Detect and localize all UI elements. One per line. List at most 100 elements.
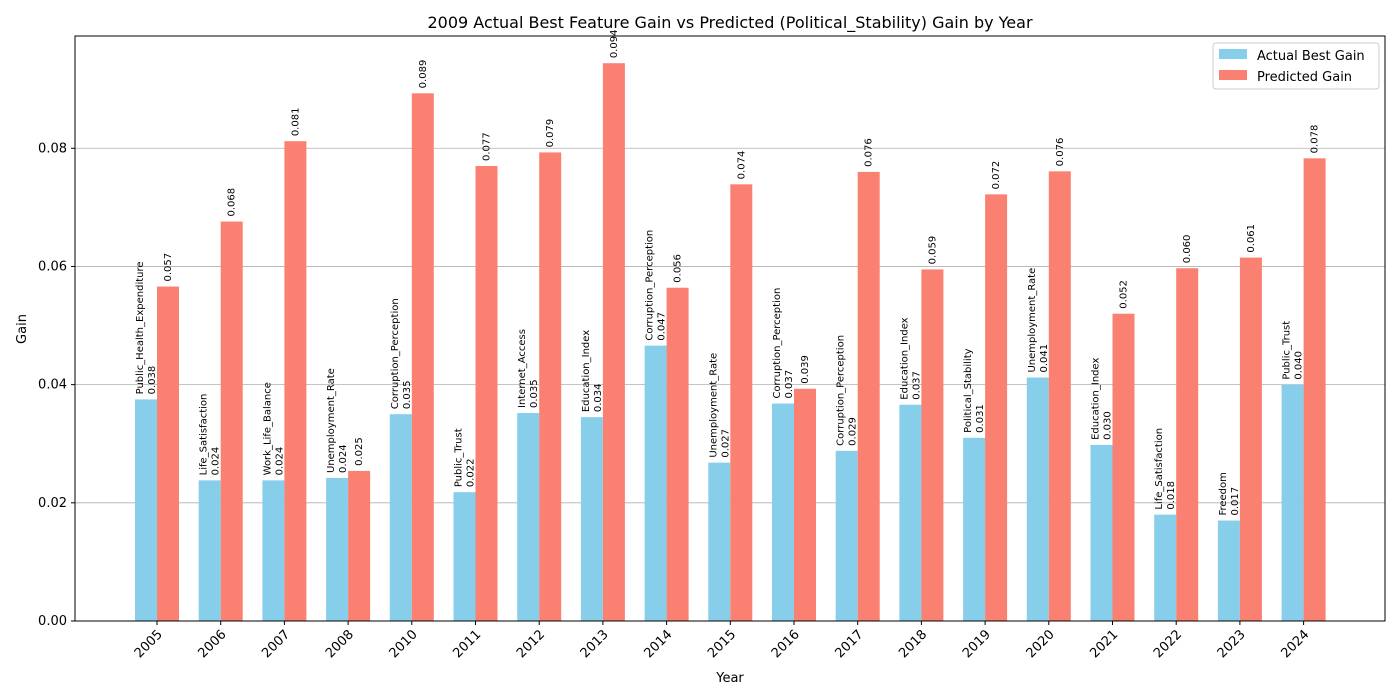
- bar-value-label-predicted: 0.056: [673, 254, 684, 283]
- bar-feature-label: Corruption_Perception: [772, 288, 783, 399]
- bar-predicted-gain: [348, 470, 371, 621]
- bar-predicted-gain: [921, 269, 944, 621]
- y-axis-label: Gain: [15, 314, 30, 344]
- legend-swatch-predicted: [1219, 70, 1247, 80]
- bar-value-label-actual: 0.031: [975, 404, 986, 433]
- bar-value-label-actual: 0.018: [1166, 481, 1177, 510]
- bar-actual-best-gain: [453, 492, 476, 621]
- x-tick-label: 2020: [1024, 627, 1058, 661]
- bar-value-label-actual: 0.034: [593, 383, 604, 412]
- bar-value-label-actual: 0.017: [1230, 487, 1241, 516]
- legend-box: [1212, 42, 1380, 90]
- bar-predicted-gain: [666, 287, 689, 621]
- bar-feature-label: Corruption_Perception: [390, 298, 401, 409]
- x-tick-label: 2023: [1215, 627, 1249, 661]
- bar-value-label-actual: 0.024: [274, 447, 285, 476]
- legend: Actual Best Gain Predicted Gain: [1212, 42, 1380, 90]
- bar-feature-label: Education_Index: [581, 330, 592, 412]
- x-tick-label: 2015: [705, 627, 739, 661]
- bar-predicted-gain: [284, 141, 307, 621]
- x-tick-label: 2012: [514, 627, 548, 661]
- x-tick-label: 2019: [960, 627, 994, 661]
- x-tick-label: 2021: [1087, 627, 1121, 661]
- bar-predicted-gain: [730, 184, 753, 621]
- x-tick-label: 2011: [450, 627, 484, 661]
- x-tick-label: 2006: [196, 627, 230, 661]
- bar-actual-best-gain: [1090, 444, 1113, 621]
- bar-value-label-predicted: 0.057: [163, 253, 174, 282]
- x-tick-label: 2005: [132, 627, 166, 661]
- bars: [135, 63, 1326, 622]
- x-tick-label: 2007: [259, 627, 293, 661]
- bar-value-label-actual: 0.027: [720, 429, 731, 458]
- bar-value-label-actual: 0.035: [402, 381, 413, 410]
- bar-predicted-gain: [411, 93, 434, 622]
- bar-feature-label: Freedom: [1218, 472, 1229, 515]
- bar-value-label-predicted: 0.089: [418, 60, 429, 89]
- bar-actual-best-gain: [772, 403, 794, 621]
- bar-value-label-actual: 0.024: [211, 447, 222, 476]
- bar-actual-best-gain: [899, 404, 922, 621]
- bar-feature-label: Public_Health_Expenditure: [135, 261, 146, 394]
- bar-value-label-predicted: 0.052: [1119, 280, 1130, 309]
- bar-actual-best-gain: [580, 417, 603, 621]
- x-tick-label: 2022: [1151, 627, 1185, 661]
- y-axis-ticks: 0.00 0.02 0.04 0.06 0.08: [38, 141, 75, 629]
- bar-value-label-predicted: 0.072: [991, 161, 1002, 190]
- legend-label-actual: Actual Best Gain: [1257, 49, 1365, 64]
- bar-value-label-predicted: 0.039: [800, 355, 811, 384]
- x-tick-label: 2018: [896, 627, 930, 661]
- bar-value-label-predicted: 0.076: [864, 138, 875, 167]
- bar-labels: Public_Health_Expenditure 0.038 0.057 Life_…: [135, 30, 1321, 516]
- bar-actual-best-gain: [708, 462, 731, 621]
- bar-actual-best-gain: [644, 345, 667, 621]
- x-tick-label: 2024: [1278, 627, 1312, 661]
- bar-value-label-predicted: 0.077: [482, 132, 493, 161]
- bar-feature-label: Work_Life_Balance: [262, 382, 273, 475]
- bar-predicted-gain: [794, 388, 816, 621]
- bar-value-label-predicted: 0.060: [1182, 235, 1193, 264]
- bar-value-label-actual: 0.041: [1039, 344, 1050, 373]
- bar-actual-best-gain: [835, 450, 858, 621]
- y-tick-label: 0.06: [38, 259, 67, 274]
- bar-value-label-predicted: 0.079: [545, 119, 556, 148]
- bar-predicted-gain: [602, 63, 625, 621]
- bar-feature-label: Unemployment_Rate: [326, 368, 337, 473]
- bar-feature-label: Public_Trust: [454, 428, 465, 487]
- legend-label-predicted: Predicted Gain: [1257, 70, 1352, 85]
- bar-value-label-actual: 0.035: [529, 379, 540, 408]
- bar-value-label-predicted: 0.094: [609, 30, 620, 59]
- bar-value-label-predicted: 0.059: [927, 236, 938, 265]
- bar-actual-best-gain: [963, 437, 986, 621]
- bar-value-label-actual: 0.030: [1103, 411, 1114, 440]
- x-axis-ticks: 2005 2006 2007 2008 2010 2011 2012 2013 2014 2015…: [132, 621, 1312, 661]
- bar-predicted-gain: [1112, 313, 1135, 621]
- bar-value-label-actual: 0.022: [466, 459, 477, 488]
- bar-predicted-gain: [539, 152, 562, 621]
- y-tick-label: 0.08: [38, 141, 67, 156]
- bar-predicted-gain: [475, 166, 498, 621]
- bar-value-label-actual: 0.029: [848, 417, 859, 446]
- bar-feature-label: Internet_Access: [517, 329, 528, 408]
- chart-title: 2009 Actual Best Feature Gain vs Predict…: [427, 13, 1032, 33]
- bar-value-label-actual: 0.047: [657, 312, 668, 341]
- bar-predicted-gain: [857, 171, 880, 621]
- bar-value-label-actual: 0.024: [338, 444, 349, 473]
- bar-feature-label: Life_Satisfaction: [199, 394, 210, 476]
- bar-feature-label: Corruption_Perception: [645, 230, 656, 341]
- bar-actual-best-gain: [262, 480, 285, 621]
- bar-actual-best-gain: [135, 399, 157, 621]
- x-tick-label: 2016: [769, 627, 803, 661]
- x-tick-label: 2014: [641, 627, 675, 661]
- bar-feature-label: Education_Index: [1091, 358, 1102, 440]
- bar-predicted-gain: [1303, 158, 1326, 621]
- bar-value-label-predicted: 0.076: [1055, 138, 1066, 167]
- bar-feature-label: Unemployment_Rate: [708, 353, 719, 458]
- bar-actual-best-gain: [1026, 377, 1049, 621]
- bar-value-label-actual: 0.037: [784, 370, 795, 399]
- x-tick-label: 2017: [833, 627, 867, 661]
- bar-feature-label: Education_Index: [899, 317, 910, 399]
- bar-predicted-gain: [1176, 268, 1199, 621]
- y-tick-label: 0.00: [38, 614, 67, 629]
